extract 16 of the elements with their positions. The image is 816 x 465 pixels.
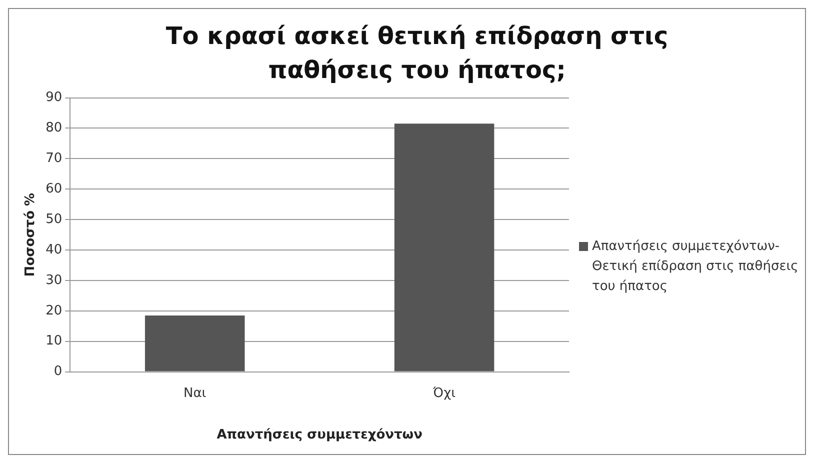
- y-tick-label: 30: [46, 272, 62, 288]
- x-axis-title: Απαντήσεις συμμετεχόντων: [216, 428, 423, 443]
- y-axis-title: Ποσοστό %: [23, 192, 38, 277]
- y-tick-label: 80: [46, 120, 62, 136]
- y-tick-label: 50: [46, 212, 62, 227]
- x-tick-label: Όχι: [432, 386, 456, 401]
- x-tick-label: Ναι: [184, 386, 206, 401]
- legend-label: Απαντήσεις συμμετεχόντων-Θετική επίδραση στις παθήσεις του ήπατος: [592, 238, 799, 296]
- y-tick-label: 60: [46, 182, 62, 197]
- y-tick-label: 0: [54, 364, 62, 380]
- y-tick-label: 20: [46, 303, 62, 318]
- y-tick-label: 10: [46, 334, 62, 349]
- y-tick-label: 70: [46, 151, 62, 166]
- chart-title: Το κρασί ασκεί θετική επίδραση στις παθήσεις του ήπατος;: [164, 21, 670, 86]
- y-tick-label: 40: [46, 242, 62, 258]
- y-tick-label: 90: [46, 90, 62, 106]
